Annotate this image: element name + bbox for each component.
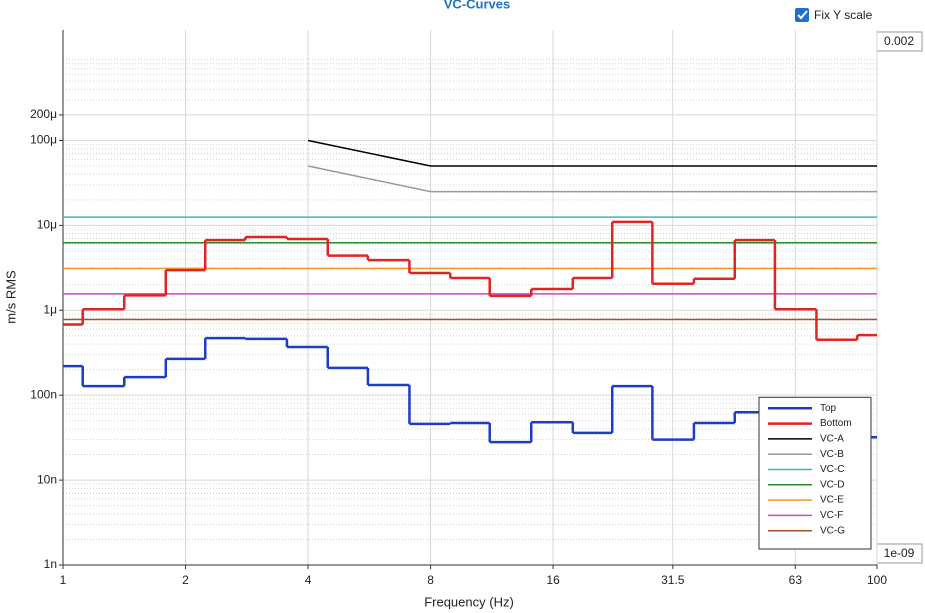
- fix-y-checkbox[interactable]: Fix Y scale: [795, 8, 873, 22]
- y-max-input[interactable]: 0.002: [884, 34, 914, 48]
- legend: Top Bottom VC-A VC-B VC-C VC-D VC-E VC-F VC-G: [758, 396, 872, 550]
- x-tick-label: 63: [789, 573, 803, 587]
- y-tick-label: 200μ: [30, 107, 57, 121]
- x-tick-label: 31.5: [661, 573, 685, 587]
- legend-label: Bottom: [820, 418, 852, 429]
- x-tick-label: 2: [182, 573, 189, 587]
- legend-label: Top: [820, 403, 837, 414]
- y-tick-label: 10μ: [37, 218, 57, 232]
- check-mark: [797, 10, 808, 20]
- legend-box: [758, 396, 872, 550]
- y-tick-label: 1n: [44, 557, 57, 571]
- legend-label: VC-E: [820, 495, 844, 506]
- legend-label: VC-G: [820, 525, 845, 536]
- y-tick-label: 100μ: [30, 133, 57, 147]
- legend-label: VC-C: [820, 464, 844, 475]
- legend-label: VC-D: [820, 479, 844, 490]
- series-line: [307, 139, 877, 167]
- y-tick-label: 10n: [37, 472, 57, 486]
- step-connector: [81, 221, 859, 340]
- x-axis-label: Frequency (Hz): [424, 594, 514, 609]
- grid: 1n 10n 100n 1μ 10μ 100μ 200μ 1 2 4 8 16 31.5 63 100: [30, 30, 887, 587]
- legend-label: VC-F: [820, 510, 843, 521]
- y-tick-label: 100n: [30, 387, 57, 401]
- legend-label: VC-A: [820, 434, 844, 445]
- checkbox[interactable]: [795, 8, 809, 22]
- legend-label: VC-B: [820, 449, 844, 460]
- y-min-input[interactable]: 1e-09: [884, 546, 915, 560]
- y-axis-label: m/s RMS: [3, 270, 18, 324]
- x-tick-label: 1: [60, 573, 67, 587]
- x-tick-label: 8: [427, 573, 434, 587]
- chart-title: VC-Curves: [444, 0, 510, 11]
- x-tick-label: 4: [305, 573, 312, 587]
- x-tick-label: 100: [867, 573, 887, 587]
- checkbox-label[interactable]: Fix Y scale: [814, 8, 873, 22]
- y-tick-label: 1μ: [43, 302, 57, 316]
- x-tick-label: 16: [546, 573, 560, 587]
- series-line: [307, 165, 877, 193]
- plot-area: [63, 30, 877, 565]
